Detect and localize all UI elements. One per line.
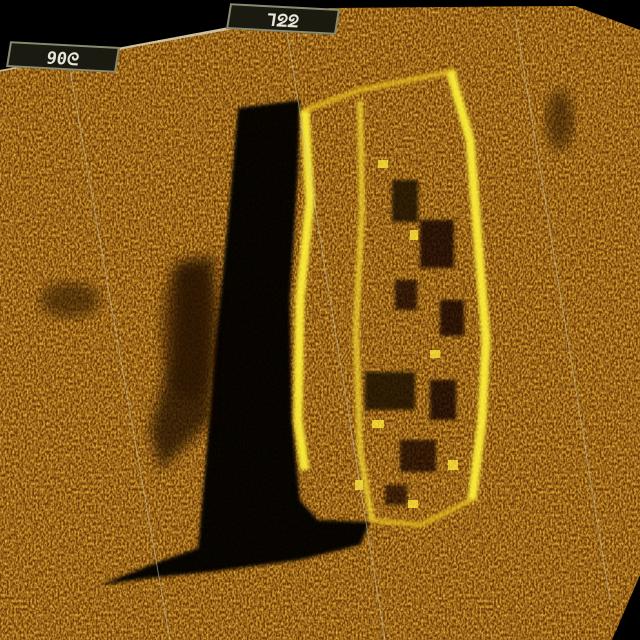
seabed-dark-patch — [40, 282, 100, 318]
bright-return — [410, 230, 418, 240]
bright-return — [448, 460, 458, 470]
deck-hold — [440, 300, 464, 336]
gridline — [284, 19, 386, 640]
deck-hold — [385, 485, 407, 505]
hull-left-edge — [293, 109, 315, 471]
survey-gridlines — [69, 14, 611, 640]
wreck-hull — [293, 68, 491, 528]
hull-top-edge — [304, 69, 451, 113]
bright-return — [430, 350, 440, 358]
deck-hold — [395, 280, 417, 310]
bright-return — [408, 500, 418, 508]
wreck-shadow-left-lobe — [150, 255, 215, 470]
bright-return — [378, 160, 388, 168]
deck-hold — [365, 372, 415, 410]
hull-right-edge — [445, 68, 491, 501]
deck-hold — [392, 180, 418, 222]
gridline — [514, 14, 611, 601]
hull-bottom-edge — [369, 497, 474, 528]
gridline — [69, 69, 171, 640]
wreck-bright-returns — [355, 160, 458, 508]
deck-hold — [420, 220, 454, 268]
hull-inner-left — [352, 99, 375, 521]
bright-return — [372, 420, 384, 428]
wreck-deck-structures — [365, 180, 464, 505]
bright-return — [355, 480, 363, 490]
seabed-dark-patch — [546, 90, 574, 150]
deck-hold — [400, 440, 436, 472]
wreck-shadow — [100, 100, 370, 585]
deck-hold — [430, 380, 456, 420]
